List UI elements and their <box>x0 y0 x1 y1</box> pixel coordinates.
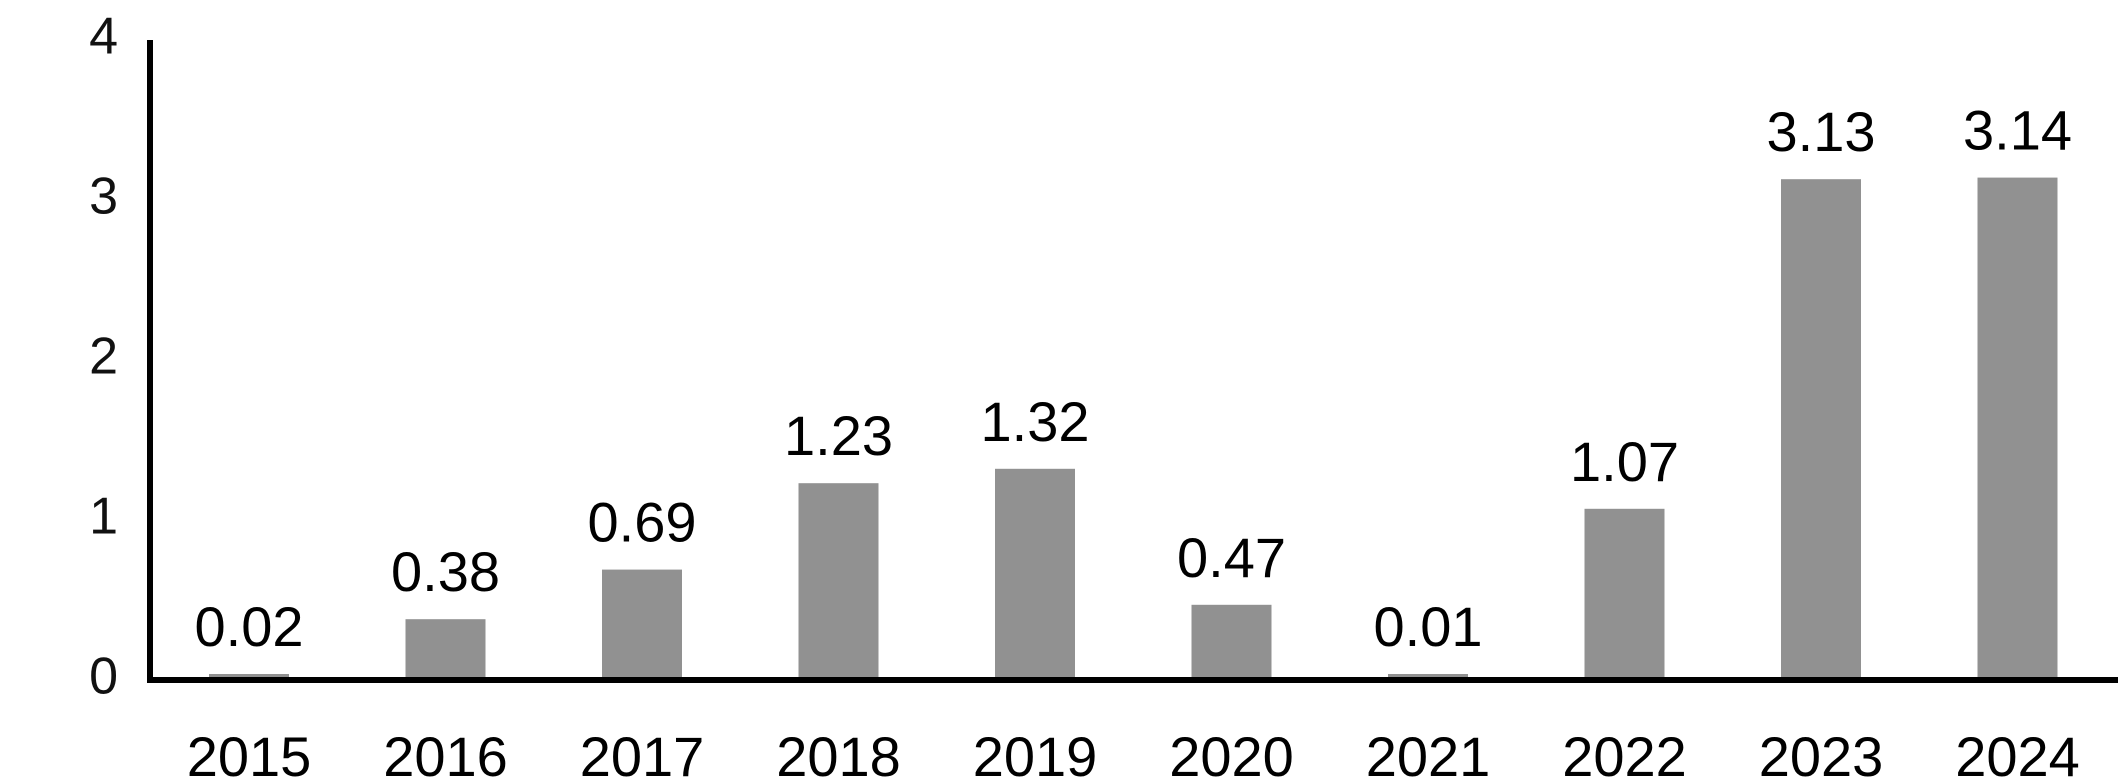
x-tick-label-2016: 2016 <box>383 725 508 783</box>
y-tick-label: 1 <box>89 488 118 546</box>
x-tick-label-2024: 2024 <box>1955 725 2080 783</box>
x-tick-label-2021: 2021 <box>1366 725 1491 783</box>
x-axis-ticks: 2015 2016 2017 2018 2019 2020 2021 2022 2023 2024 <box>187 725 2080 783</box>
x-tick-label-2015: 2015 <box>187 725 312 783</box>
bar-2018 <box>798 483 879 680</box>
bar-2023 <box>1781 179 1861 680</box>
x-tick-label-2022: 2022 <box>1562 725 1687 783</box>
x-tick-label-2019: 2019 <box>973 725 1098 783</box>
x-tick-label-2020: 2020 <box>1169 725 1294 783</box>
x-tick-label-2023: 2023 <box>1759 725 1884 783</box>
data-label-2023: 3.13 <box>1767 100 1876 163</box>
bar-2022 <box>1584 508 1665 680</box>
x-tick-label-2017: 2017 <box>580 725 705 783</box>
bar-2024 <box>1977 177 2058 680</box>
bar-2020 <box>1191 604 1272 680</box>
data-label-2024: 3.14 <box>1963 99 2072 162</box>
data-label-2018: 1.23 <box>784 404 893 467</box>
y-axis-ticks: 0 1 2 3 4 <box>89 8 118 706</box>
bar-2017 <box>602 569 682 680</box>
bar-2016 <box>405 619 486 680</box>
data-label-2022: 1.07 <box>1570 430 1679 493</box>
data-label-2017: 0.69 <box>588 491 697 554</box>
y-tick-label: 0 <box>89 648 118 706</box>
y-tick-label: 2 <box>89 328 118 386</box>
bars <box>209 177 2058 680</box>
y-tick-label: 3 <box>89 168 118 226</box>
data-label-2019: 1.32 <box>981 390 1090 453</box>
data-label-2016: 0.38 <box>391 540 500 603</box>
data-label-2020: 0.47 <box>1177 526 1286 589</box>
data-label-2015: 0.02 <box>195 595 304 658</box>
data-labels: 0.02 0.38 0.69 1.23 1.32 0.47 0.01 1.07 3.13 3.14 <box>195 99 2073 658</box>
bar-2019 <box>995 468 1075 680</box>
data-label-2021: 0.01 <box>1374 595 1483 658</box>
x-tick-label-2018: 2018 <box>776 725 901 783</box>
y-tick-label: 4 <box>89 8 118 66</box>
